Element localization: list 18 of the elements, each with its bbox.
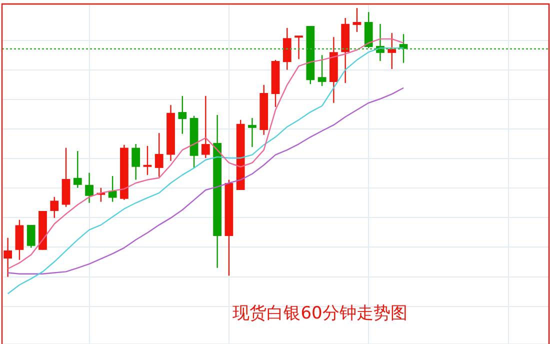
candlestick [85,172,94,204]
candlestick [26,224,36,248]
candlestick [132,143,140,180]
candlestick [388,32,396,70]
candlestick [154,132,164,178]
candlestick [318,54,326,87]
candlestick [352,7,362,33]
candlestick [248,117,256,148]
candlestick [50,196,59,219]
candlestick [73,150,82,188]
text: 现货白银60分钟走势图 [232,303,408,324]
candlestick [4,237,12,278]
candlestick [294,35,303,60]
candlestick [178,95,187,134]
candlestick [108,175,117,202]
candlestick [143,145,152,176]
candlestick [282,27,292,70]
candlestick [201,95,210,159]
